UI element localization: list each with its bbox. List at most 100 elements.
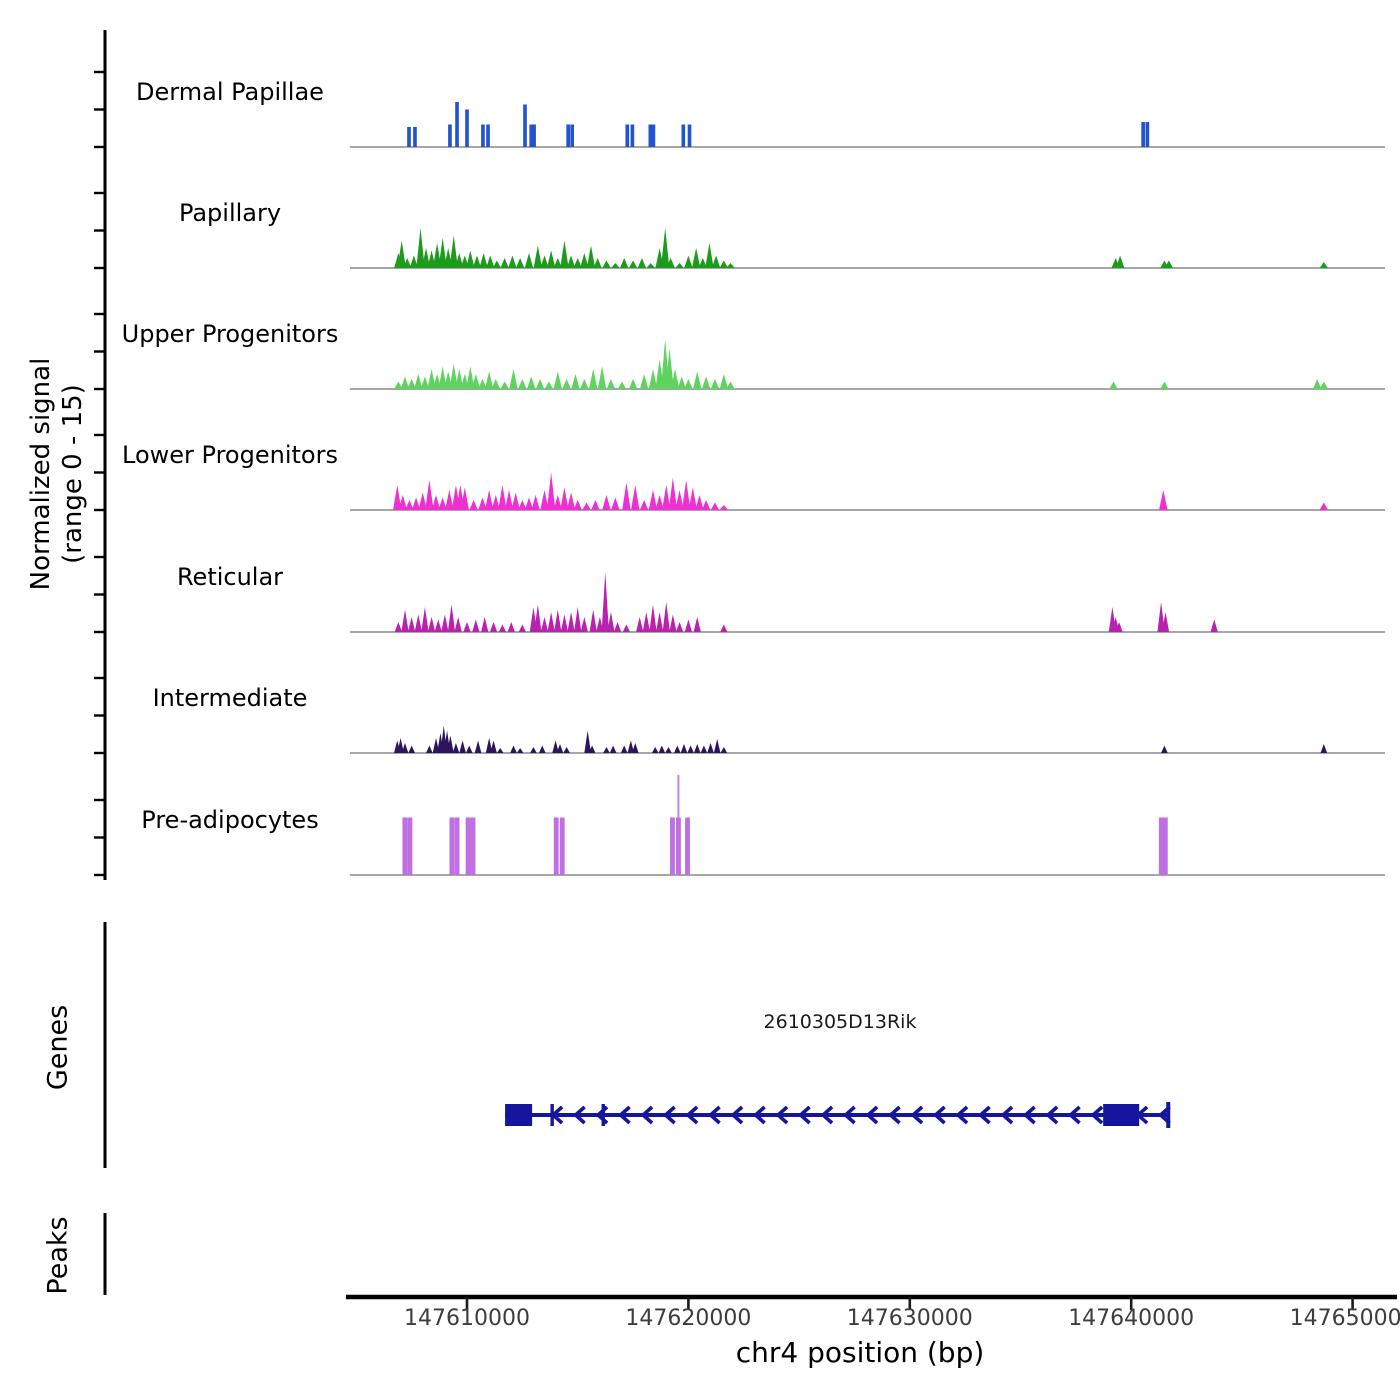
signal-spike [540, 617, 549, 632]
signal-spike [401, 743, 409, 753]
signal-spike [693, 744, 701, 753]
signal-spike [472, 619, 480, 632]
signal-spike [669, 614, 677, 632]
signal-spike [639, 374, 649, 389]
signal-spike [478, 379, 487, 389]
signal-spike [1319, 502, 1329, 510]
signal-bar [465, 109, 469, 147]
signal-spike [666, 258, 675, 268]
signal-bar [625, 124, 630, 147]
signal-bar [1145, 122, 1150, 147]
signal-spike [560, 240, 569, 268]
signal-bar [407, 127, 411, 147]
signal-spike [432, 738, 440, 753]
signal-spike [651, 747, 659, 753]
signal-bar [1158, 817, 1164, 875]
signal-spike [530, 747, 537, 753]
signal-bar [681, 124, 686, 147]
track-label-pre-adipocytes: Pre-adipocytes [141, 806, 319, 834]
signal-spike [611, 497, 620, 510]
signal-spike [1312, 379, 1322, 389]
gene-strand-arrow-icon [955, 1105, 969, 1125]
signal-spike [489, 622, 498, 632]
signal-spike [707, 743, 714, 753]
signal-spike [554, 609, 562, 632]
signal-spike [691, 248, 701, 268]
signal-spike [597, 366, 607, 389]
signal-bar [1162, 817, 1168, 875]
gene-strand-arrow-icon [752, 1105, 766, 1125]
signal-spike [546, 472, 556, 510]
signal-spike [434, 619, 442, 632]
gene-strand-arrow-icon [1000, 1105, 1014, 1125]
signal-spike [431, 495, 441, 510]
signal-spike [611, 263, 620, 268]
signal-spike [674, 745, 681, 753]
signal-spike [670, 369, 680, 389]
signal-spike [397, 240, 406, 268]
signal-spike [452, 743, 460, 753]
signal-spike [700, 745, 708, 753]
signal-bar [630, 124, 635, 147]
y-axis-label-line1: Normalized signal [26, 357, 56, 591]
signal-spike [617, 381, 627, 389]
gene-strand-arrow-icon [707, 1105, 721, 1125]
signal-spike [701, 500, 711, 510]
signal-spike [1157, 602, 1165, 632]
signal-spike [407, 617, 416, 632]
signal-spike [447, 604, 456, 632]
signal-bar [570, 124, 574, 147]
signal-spike [636, 617, 644, 632]
track-label-intermediate: Intermediate [152, 684, 308, 712]
signal-spike [478, 497, 487, 510]
gene-strand-arrow-icon [775, 1105, 789, 1125]
signal-bar [651, 124, 656, 147]
gene-strand-arrow-icon [977, 1105, 991, 1125]
signal-spike [524, 497, 534, 510]
gene-strand-arrow-icon [1045, 1105, 1059, 1125]
signal-bar [685, 817, 690, 875]
signal-spike [400, 376, 410, 389]
signal-spike [588, 369, 598, 389]
signal-bar [559, 817, 565, 875]
signal-spike [642, 612, 650, 632]
signal-spike [719, 374, 729, 389]
signal-spike [414, 614, 422, 632]
signal-spike [407, 379, 416, 389]
signal-spike [719, 505, 729, 510]
signal-spike [1159, 490, 1168, 510]
signal-spike [701, 376, 711, 389]
signal-spike [547, 612, 555, 632]
signal-spike [622, 624, 631, 632]
signal-spike [420, 376, 430, 389]
signal-spike [531, 495, 540, 510]
signal-spike [693, 371, 702, 389]
signal-spike [1115, 622, 1123, 632]
signal-spike [546, 250, 556, 268]
signal-spike [675, 622, 684, 632]
signal-spike [518, 624, 527, 632]
signal-bar [529, 124, 534, 147]
signal-spike [540, 490, 549, 510]
signal-spike [438, 238, 447, 268]
signal-spike [1161, 745, 1168, 753]
signal-spike [687, 745, 694, 753]
signal-spike [719, 260, 729, 268]
signal-spike [639, 500, 649, 510]
signal-spike [662, 602, 670, 632]
signal-spike [1164, 260, 1174, 268]
track-label-dermal-papillae: Dermal Papillae [136, 78, 324, 106]
signal-spike [655, 612, 664, 632]
signal-bar [670, 817, 675, 875]
signal-spike [535, 379, 545, 389]
signal-spike [684, 379, 693, 389]
gene-strand-arrow-icon [1090, 1105, 1104, 1125]
signal-spike [500, 381, 509, 389]
signal-spike [472, 255, 482, 268]
gene-strand-arrow-icon [910, 1105, 924, 1125]
signal-spike [393, 485, 402, 510]
signal-spike [455, 253, 464, 268]
gene-strand-arrow-icon [1022, 1105, 1036, 1125]
